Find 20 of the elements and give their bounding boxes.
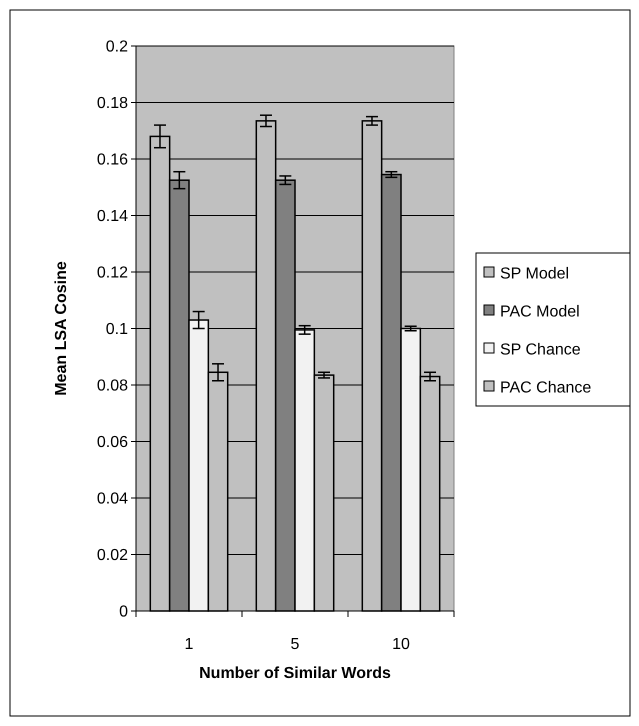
- y-tick-label: 0.04: [96, 490, 128, 508]
- y-tick-label: 0.18: [96, 95, 128, 112]
- y-tick-label: 0.16: [96, 152, 128, 169]
- y-tick-label: 0.08: [96, 378, 128, 395]
- x-axis-title: Number of Similar Words: [199, 665, 391, 682]
- x-tick-label: 1: [184, 636, 194, 653]
- legend-label: SP Chance: [500, 342, 581, 359]
- legend-label: SP Model: [500, 266, 570, 283]
- legend-label: PAC Model: [500, 304, 580, 321]
- y-tick-label: 0.02: [96, 547, 128, 564]
- y-tick-label: 0.06: [96, 434, 128, 452]
- y-tick-label: 0.12: [96, 264, 128, 282]
- y-tick-label: 0.2: [106, 38, 128, 56]
- x-tick-label: 5: [290, 636, 300, 653]
- y-tick-label: 0: [119, 604, 128, 621]
- legend-label: PAC Chance: [500, 380, 592, 397]
- x-tick-label: 10: [392, 636, 410, 653]
- y-axis-title: Mean LSA Cosine: [53, 261, 70, 396]
- y-tick-label: 0.14: [96, 208, 128, 226]
- y-tick-label: 0.1: [106, 321, 128, 338]
